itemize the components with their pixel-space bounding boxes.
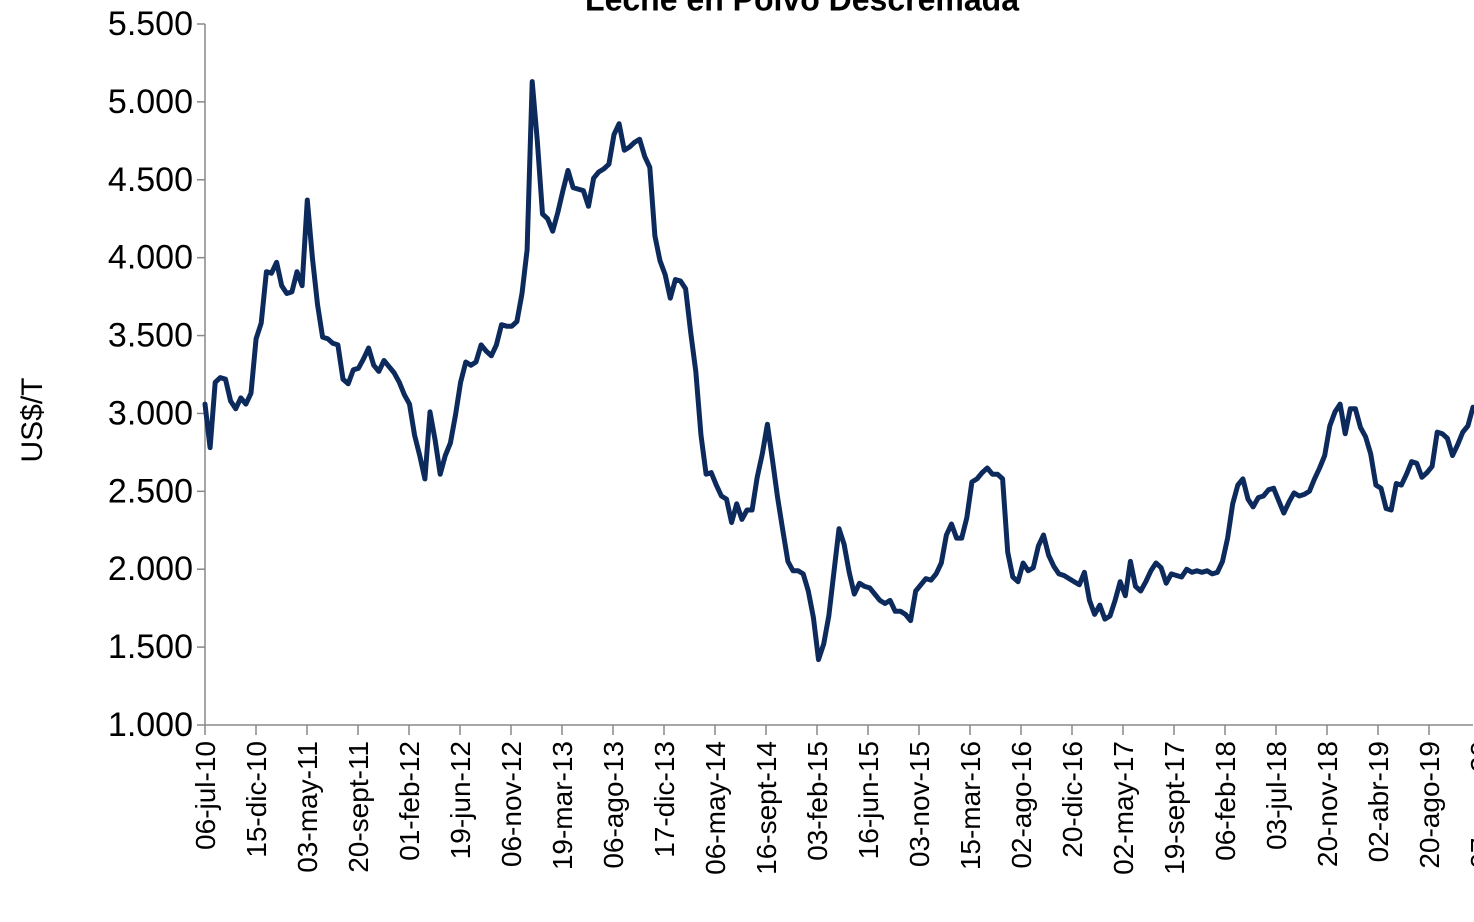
y-tick-label: 2.500 <box>108 472 193 510</box>
x-tick-label: 17-dic-13 <box>649 741 680 858</box>
x-tick-label: 03-nov-15 <box>904 741 935 867</box>
y-axis-label: US$/T <box>16 377 49 462</box>
x-tick-label: 16-sept-14 <box>751 741 782 875</box>
x-tick-label: 02-abr-19 <box>1363 741 1394 862</box>
x-tick-label: 20-dic-16 <box>1057 741 1088 858</box>
x-tick-label: 01-feb-12 <box>394 741 425 861</box>
y-tick-label: 4.500 <box>108 161 193 199</box>
x-tick-label: 16-jun-15 <box>853 741 884 859</box>
y-tick-label: 4.000 <box>108 239 193 277</box>
series-line <box>202 79 1474 663</box>
x-tick-label: 06-may-14 <box>700 741 731 875</box>
x-tick-label: 19-mar-13 <box>547 741 578 870</box>
x-tick-label: 07-ene-20 <box>1465 741 1474 869</box>
plot-area <box>202 79 1474 663</box>
x-tick-label: 02-may-17 <box>1108 741 1139 875</box>
x-tick-label: 19-jun-12 <box>445 741 476 859</box>
x-axis: 06-jul-10 15-dic-10 03-may-11 20-sept-11 01-… <box>190 724 1474 875</box>
y-tick-label: 3.500 <box>108 317 193 355</box>
x-tick-label: 20-sept-11 <box>343 741 374 873</box>
x-tick-label: 20-nov-18 <box>1312 741 1343 867</box>
y-axis: 1.000 1.500 2.000 2.500 3.000 3.500 4.000 4.500… <box>108 5 206 744</box>
x-tick-label: 06-nov-12 <box>496 741 527 867</box>
x-tick-label: 20-ago-19 <box>1414 741 1445 869</box>
x-tick-label: 06-ago-13 <box>598 741 629 869</box>
x-tick-label: 02-ago-16 <box>1006 741 1037 869</box>
y-tick-label: 3.000 <box>108 394 193 432</box>
x-tick-label: 15-dic-10 <box>241 741 272 858</box>
x-tick-label: 03-jul-18 <box>1261 741 1292 850</box>
chart-title: Leche en Polvo Descremada <box>585 0 1019 17</box>
x-tick-label: 03-may-11 <box>292 741 323 873</box>
y-tick-label: 1.000 <box>108 706 193 744</box>
y-tick-label: 5.500 <box>108 5 193 43</box>
x-tick-label: 06-jul-10 <box>190 741 221 850</box>
x-tick-label: 15-mar-16 <box>955 741 986 870</box>
y-tick-label: 2.000 <box>108 550 193 588</box>
x-tick-label: 19-sept-17 <box>1159 741 1190 875</box>
x-tick-label: 06-feb-18 <box>1210 741 1241 861</box>
y-tick-label: 5.000 <box>108 83 193 121</box>
y-tick-label: 1.500 <box>108 628 193 666</box>
x-tick-label: 03-feb-15 <box>802 741 833 861</box>
